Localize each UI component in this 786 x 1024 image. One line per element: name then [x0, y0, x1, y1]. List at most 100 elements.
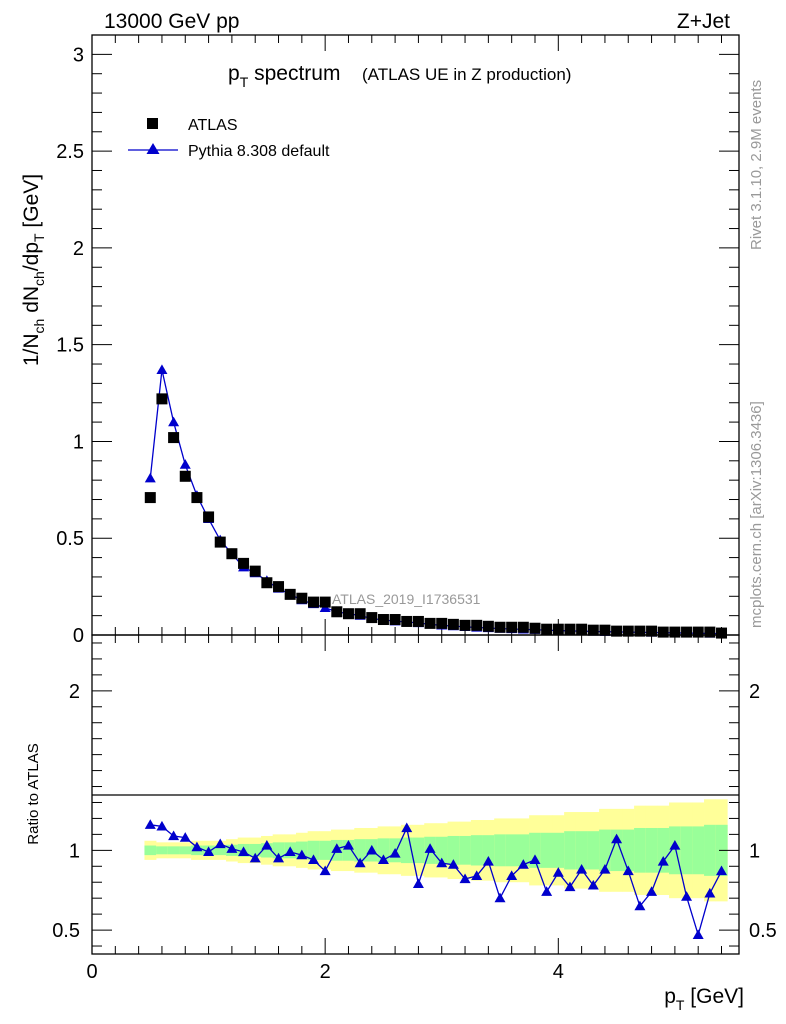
- main-data-point: [599, 624, 611, 636]
- main-y-tick-label: 1.5: [56, 335, 84, 357]
- process-label: Z+Jet: [677, 10, 730, 33]
- main-data-point: [273, 581, 285, 593]
- ratio-mc-point: [366, 844, 378, 855]
- x-tick-labels: 0 2 4: [86, 961, 563, 983]
- main-data-point: [506, 621, 518, 633]
- ratio-band-inner: [400, 837, 413, 864]
- main-data-point: [459, 619, 471, 631]
- main-data-point: [447, 618, 459, 630]
- ratio-mc-point: [319, 865, 331, 876]
- main-y-tick-label: 2: [73, 238, 84, 260]
- main-data-point: [389, 614, 401, 626]
- main-data-point: [261, 577, 273, 589]
- ratio-mc-series: [144, 819, 728, 939]
- ratio-mc-point: [622, 865, 634, 876]
- ratio-mc-point: [716, 865, 728, 876]
- main-data-point: [564, 623, 576, 635]
- ratio-mc-point: [669, 840, 681, 850]
- legend-mc-label: Pythia 8.308 default: [188, 143, 330, 160]
- main-ticks: [91, 35, 739, 636]
- ratio-mc-point: [564, 881, 576, 892]
- ratio-mc-point: [342, 840, 354, 850]
- main-data-point: [622, 625, 634, 637]
- ratio-band-inner: [540, 832, 553, 868]
- main-data-point: [366, 612, 378, 624]
- ratio-mc-point: [273, 852, 285, 863]
- main-data-point: [203, 511, 215, 523]
- ratio-band-inner: [412, 837, 425, 864]
- ratio-band-inner: [167, 846, 180, 855]
- main-data-point: [179, 470, 191, 482]
- ratio-mc-point: [587, 879, 599, 890]
- ratio-mc-point: [459, 873, 471, 884]
- ratio-band-inner: [459, 835, 472, 865]
- main-data-point: [681, 626, 693, 638]
- main-data-point: [482, 620, 494, 632]
- ratio-mc-point: [144, 819, 156, 829]
- ratio-mc-point: [179, 832, 191, 842]
- main-data-point: [424, 617, 436, 629]
- ratio-mc-point: [203, 846, 215, 857]
- main-y-tick-labels: 0 0.5 1 1.5 2 2.5 3: [56, 44, 84, 647]
- main-mc-point: [156, 364, 168, 374]
- main-mc-point: [144, 472, 156, 483]
- main-data-point: [634, 625, 646, 637]
- ratio-mc-point: [494, 892, 506, 903]
- main-data-point: [552, 623, 564, 635]
- main-data-point: [692, 626, 704, 638]
- main-panel: 0 0.5 1 1.5 2 2.5 3 pT spectrum (ATLAS UE in Z…: [20, 34, 740, 647]
- ratio-y-tick-label-right: 1: [749, 840, 760, 862]
- main-data-point: [249, 565, 261, 577]
- ratio-band-inner: [435, 836, 448, 864]
- ratio-band-inner: [214, 845, 227, 856]
- ratio-mc-point: [226, 843, 238, 853]
- ratio-band-inner: [669, 826, 682, 875]
- ratio-band-inner: [517, 834, 530, 867]
- main-data-point: [214, 536, 226, 548]
- main-data-point: [587, 624, 599, 636]
- ratio-band-inner: [354, 839, 367, 862]
- legend-mc-marker: [146, 143, 160, 154]
- ratio-mc-point: [389, 848, 401, 858]
- ratio-y-axis-label: Ratio to ATLAS: [25, 743, 42, 844]
- x-tick-label: 2: [320, 961, 331, 983]
- main-data-point: [238, 557, 250, 569]
- main-data-point: [307, 596, 319, 608]
- ratio-band-inner: [505, 834, 518, 867]
- main-data-point: [517, 621, 529, 633]
- ratio-ticks: [91, 635, 739, 954]
- analysis-id: ATLAS_2019_I1736531: [332, 591, 481, 607]
- main-data-point: [646, 625, 658, 637]
- ratio-mc-point: [482, 855, 494, 866]
- ratio-band-inner: [494, 834, 507, 867]
- main-mc-point: [168, 416, 180, 427]
- main-y-tick-label: 0.5: [56, 528, 84, 550]
- main-data-point: [354, 608, 366, 620]
- ratio-frame: [91, 634, 740, 955]
- ratio-band-inner: [610, 829, 623, 872]
- ratio-mc-point: [412, 878, 424, 888]
- main-data-point: [342, 608, 354, 620]
- ratio-band-inner: [587, 831, 600, 870]
- ratio-band-inner: [482, 835, 495, 866]
- main-data-point: [401, 615, 413, 627]
- legend-data-label: ATLAS: [188, 117, 238, 134]
- ratio-band-inner: [272, 842, 285, 859]
- chart-title-rest: spectrum: [248, 62, 340, 85]
- ratio-band-inner: [575, 831, 588, 870]
- main-data-point: [191, 492, 203, 504]
- ratio-band-inner: [319, 840, 332, 860]
- ratio-band-inner: [634, 827, 647, 873]
- main-y-tick-label: 2.5: [56, 141, 84, 163]
- ratio-band-inner: [470, 835, 483, 866]
- energy-label: 13000 GeV pp: [104, 10, 239, 33]
- ratio-y-tick-label: 2: [69, 681, 80, 703]
- ratio-mc-point: [517, 859, 529, 869]
- ratio-band-inner: [342, 839, 355, 861]
- main-data-point: [144, 492, 156, 504]
- ratio-mc-point: [611, 833, 623, 844]
- chart-title-note: (ATLAS UE in Z production): [362, 65, 571, 84]
- ratio-band-inner: [622, 829, 635, 872]
- main-mc-point: [179, 459, 191, 469]
